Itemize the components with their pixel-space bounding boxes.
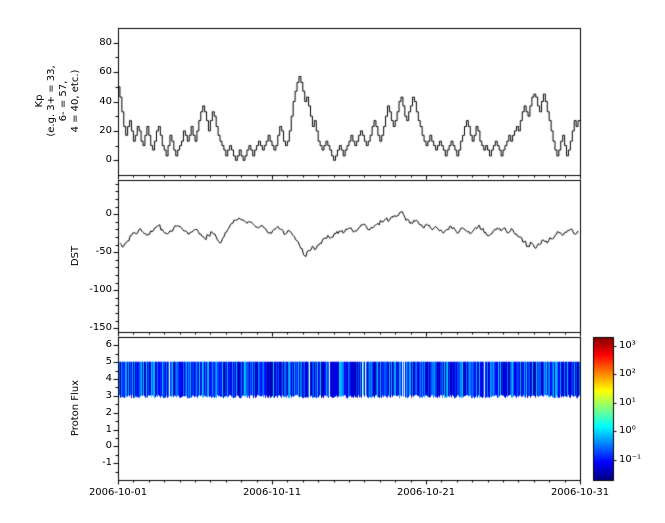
proton-ytick-label: 6	[105, 339, 112, 350]
dst-ytick-label: -150	[89, 322, 112, 333]
proton-ytick-label: -1	[102, 457, 112, 468]
kp-axis-label-line: 4 = 40, etc.)	[70, 69, 81, 133]
colorbar-tick-label: 10¹	[619, 397, 636, 408]
colorbar-tick-label: 10⁻¹	[619, 454, 642, 465]
kp-axis-label: Kp (e.g. 3+ = 33, 6- = 57, 4 = 40, etc.)	[34, 65, 82, 136]
colorbar-tick-label: 10⁰	[619, 425, 636, 436]
dst-ytick-label: -100	[89, 284, 112, 295]
proton-ytick-label: 4	[105, 373, 112, 384]
x-date-tick-label: 2006-10-31	[550, 487, 610, 498]
dst-ytick-label: 0	[105, 208, 112, 219]
kp-axis-label-line: 6- = 57,	[58, 80, 69, 122]
kp-ytick-label: 0	[105, 154, 112, 165]
proton-flux-axis-label: Proton Flux	[70, 379, 81, 437]
x-date-tick-label: 2006-10-11	[242, 487, 302, 498]
dst-axis-label: DST	[70, 245, 81, 267]
proton-ytick-label: 2	[105, 407, 112, 418]
proton-ytick-label: 0	[105, 440, 112, 451]
kp-ytick-label: 80	[99, 37, 112, 48]
colorbar-tick-label: 10³	[619, 340, 636, 351]
colorbar-tick-label: 10²	[619, 368, 636, 379]
proton-ytick-label: 1	[105, 424, 112, 435]
x-date-tick-label: 2006-10-21	[396, 487, 456, 498]
kp-ytick-label: 20	[99, 125, 112, 136]
proton-ytick-label: 3	[105, 390, 112, 401]
x-date-tick-label: 2006-10-01	[88, 487, 148, 498]
kp-axis-label-line: Kp	[34, 94, 45, 108]
kp-ytick-label: 60	[99, 66, 112, 77]
dst-ytick-label: -50	[95, 246, 112, 257]
kp-ytick-label: 40	[99, 96, 112, 107]
kp-axis-label-line: (e.g. 3+ = 33,	[46, 65, 57, 137]
proton-ytick-label: 5	[105, 356, 112, 367]
